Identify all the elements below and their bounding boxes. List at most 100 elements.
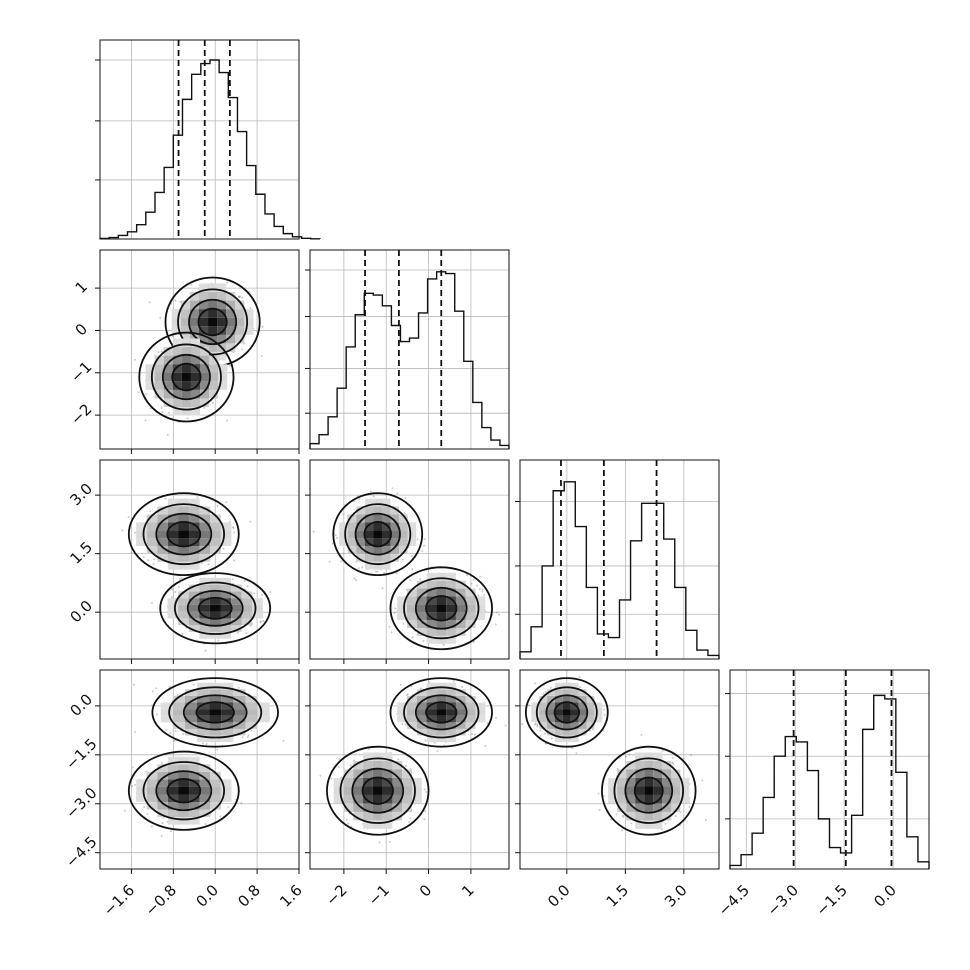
scatter-point	[259, 620, 262, 623]
scatter-point	[151, 690, 154, 693]
scatter-point	[342, 552, 345, 555]
density-cell	[626, 777, 636, 787]
density-cell	[235, 326, 245, 335]
density-cell	[402, 786, 412, 795]
density-cell	[539, 709, 548, 716]
density-cell	[465, 715, 476, 723]
scatter-point	[232, 559, 235, 562]
scatter-point	[331, 542, 334, 545]
density-cell	[455, 580, 466, 589]
scatter-point	[404, 764, 407, 767]
density-cell	[382, 522, 391, 531]
scatter-point	[222, 547, 225, 550]
density-cell	[578, 722, 587, 729]
density-cell	[200, 355, 210, 365]
scatter-point	[404, 723, 407, 726]
density-cell	[181, 389, 191, 399]
scatter-point	[330, 777, 333, 780]
density-cell	[586, 715, 595, 723]
contour-line	[166, 520, 202, 548]
y-tick-label: −1	[67, 358, 95, 386]
density-cell	[221, 735, 234, 743]
y-tick-label: −2	[67, 400, 95, 428]
contour-line	[344, 503, 412, 566]
density-cell	[402, 803, 412, 812]
density-cell	[644, 777, 654, 787]
density-cell	[562, 682, 571, 690]
density-cell	[436, 702, 447, 710]
scatter-point	[616, 767, 619, 770]
scatter-point	[130, 551, 133, 554]
scatter-point	[160, 406, 163, 409]
scatter-point	[133, 531, 136, 534]
density-cell	[455, 702, 466, 710]
density-cell	[209, 598, 221, 605]
density-cell	[221, 682, 234, 690]
scatter-point	[447, 664, 449, 666]
density-cell	[446, 735, 456, 743]
density-cell	[562, 695, 571, 703]
scatter-point	[216, 504, 219, 507]
scatter-point	[452, 680, 455, 683]
density-cell	[197, 722, 210, 729]
density-cell	[199, 625, 210, 632]
density-cell	[671, 786, 681, 795]
density-cell	[373, 514, 383, 523]
contour-line	[127, 750, 240, 831]
density-cell	[455, 695, 466, 703]
scatter-point	[160, 350, 163, 353]
density-cell	[397, 612, 408, 621]
density-cell	[586, 709, 595, 716]
scatter-point	[410, 685, 413, 688]
density-cell	[382, 506, 391, 515]
density-cell	[199, 604, 210, 612]
scatter-point	[131, 784, 134, 787]
density-cell	[184, 722, 198, 729]
density-cell	[189, 538, 200, 546]
density-cell	[189, 292, 199, 301]
density-cell	[635, 786, 645, 795]
density-cell	[226, 334, 236, 344]
scatter-point	[549, 686, 552, 689]
density-cell	[220, 538, 232, 546]
scatter-point	[471, 733, 474, 736]
scatter-point	[402, 622, 405, 625]
density-cell	[245, 722, 258, 729]
x-tick-label: 0.8	[234, 881, 264, 911]
density-cell	[364, 538, 374, 546]
density-cell	[178, 779, 190, 787]
scatter-point	[176, 694, 179, 697]
density-cells	[608, 752, 690, 829]
density-cell	[364, 498, 374, 507]
density-cell	[197, 735, 210, 743]
density-cell	[157, 506, 168, 515]
y-tick-label: 1	[72, 278, 91, 297]
density-cell	[531, 709, 540, 716]
scatter-point	[628, 753, 631, 756]
density-cell	[199, 514, 211, 523]
density-cell	[172, 355, 182, 365]
density-cell	[146, 779, 158, 787]
density-cell	[356, 506, 365, 515]
density-cell	[382, 498, 391, 507]
density-cell	[226, 309, 236, 318]
scatter-point	[416, 538, 419, 541]
density-cell	[180, 300, 190, 310]
density-cell	[347, 522, 357, 531]
scatter-point	[388, 625, 391, 628]
density-cell	[189, 764, 200, 772]
density-cell	[353, 769, 364, 778]
density-cell	[226, 292, 236, 301]
density-cell	[373, 498, 383, 507]
scatter-point	[205, 742, 208, 745]
density-cell	[167, 809, 179, 818]
density-cell	[635, 820, 645, 829]
density-cell	[539, 695, 548, 703]
density-cell	[167, 794, 179, 803]
density-cell	[662, 794, 672, 804]
scatter-point	[484, 744, 487, 747]
density-cell	[397, 702, 408, 710]
scatter-point	[353, 500, 356, 503]
contour-line	[142, 761, 226, 821]
density-cell	[210, 779, 221, 787]
